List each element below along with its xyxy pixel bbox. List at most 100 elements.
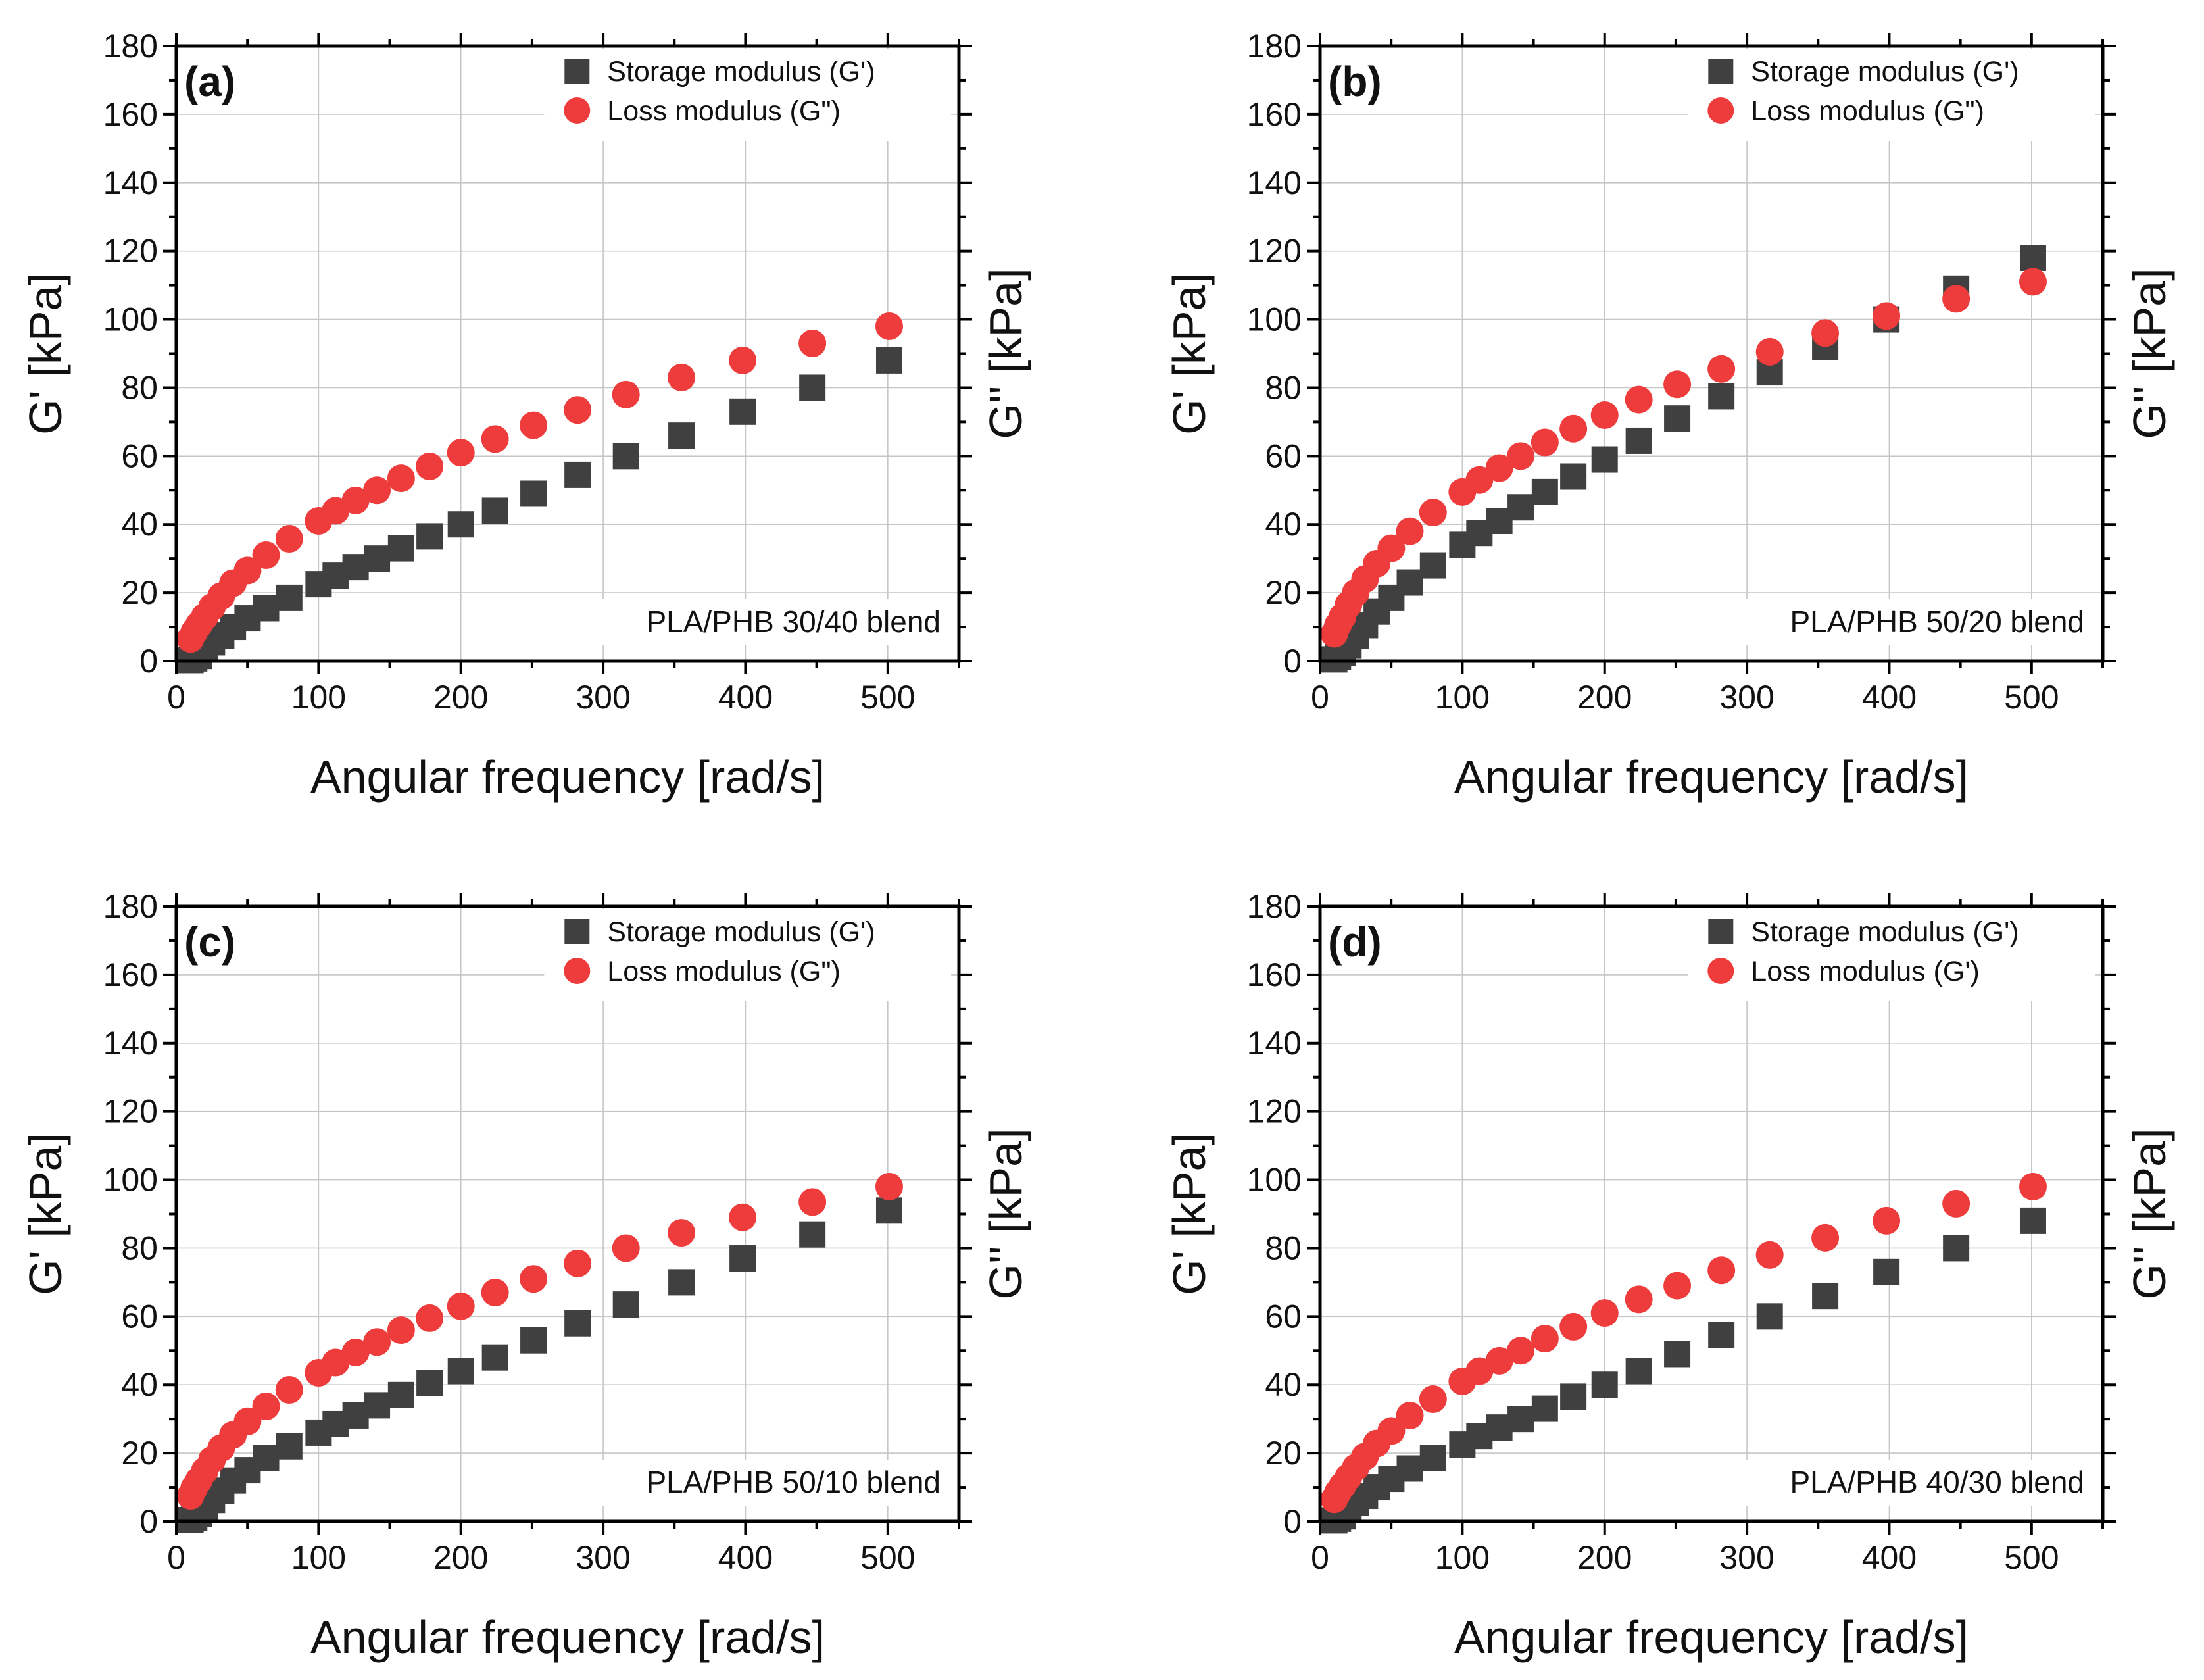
legend-square-marker: [564, 59, 590, 84]
loss-modulus-point: [1811, 1223, 1840, 1252]
y-tick-label: 80: [1265, 1229, 1302, 1266]
annotation-background: [1726, 599, 2095, 645]
x-tick-label: 100: [1435, 679, 1490, 716]
y-tick-label: 60: [1265, 437, 1302, 474]
storage-modulus-point: [1591, 1371, 1618, 1398]
y-tick-label: 0: [139, 643, 158, 679]
storage-modulus-point: [1591, 446, 1618, 473]
x-axis-title: Angular frequency [rad/s]: [1454, 1612, 1969, 1663]
x-tick-label: 0: [167, 679, 185, 716]
storage-modulus-point: [1812, 1283, 1839, 1310]
storage-modulus-point: [1531, 478, 1558, 505]
y-tick-label: 160: [1247, 956, 1302, 993]
y-tick-label: 0: [1283, 1503, 1302, 1540]
loss-modulus-point: [252, 541, 280, 569]
y-tick-label: 40: [1265, 1366, 1302, 1403]
blend-annotation: PLA/PHB 50/20 blend: [1790, 605, 2084, 639]
storage-modulus-point: [1396, 569, 1423, 596]
storage-modulus-point: [799, 1221, 826, 1248]
x-tick-label: 300: [1719, 1539, 1774, 1576]
storage-modulus-point: [447, 1358, 474, 1385]
loss-modulus-point: [387, 464, 415, 493]
y-tick-label: 140: [1247, 164, 1302, 201]
loss-modulus-point: [481, 1278, 509, 1306]
loss-modulus-point: [1531, 1325, 1559, 1353]
y-tick-label: 160: [1247, 96, 1302, 133]
y-axis-title-left: G' [kPa]: [20, 272, 71, 435]
loss-modulus-point: [363, 1328, 391, 1356]
storage-modulus-point: [276, 1433, 303, 1460]
storage-modulus-point: [1531, 1395, 1558, 1422]
loss-modulus-point: [416, 1304, 444, 1332]
y-axis-title-left: G' [kPa]: [1163, 272, 1215, 435]
loss-modulus-point: [798, 1188, 827, 1216]
x-axis-title: Angular frequency [rad/s]: [310, 1612, 825, 1663]
loss-modulus-point: [2019, 1172, 2047, 1200]
y-tick-label: 60: [121, 437, 158, 474]
legend-circle-marker: [1707, 97, 1734, 124]
chart-panel-b: PLA/PHB 50/20 blend Storage modulus (G') L…: [1163, 28, 2175, 803]
x-tick-label: 300: [575, 679, 630, 716]
storage-modulus-point: [481, 497, 508, 524]
legend-label: Storage modulus (G'): [1751, 56, 2019, 87]
storage-modulus-point: [612, 443, 639, 470]
y-tick-label: 80: [121, 369, 158, 406]
chart-panel-a: PLA/PHB 30/40 blend Storage modulus (G') L…: [20, 28, 1031, 803]
panel-label: (a): [184, 58, 235, 105]
annotation-background: [583, 599, 952, 645]
loss-modulus-point: [233, 1407, 262, 1435]
x-tick-label: 100: [291, 679, 346, 716]
y-axis-title-right: G'' [kPa]: [980, 268, 1031, 439]
loss-modulus-point: [1663, 1272, 1692, 1300]
loss-modulus-point: [341, 1338, 370, 1366]
legend-square-marker: [564, 919, 590, 944]
loss-modulus-point: [798, 329, 827, 357]
blend-annotation: PLA/PHB 30/40 blend: [646, 605, 941, 639]
loss-modulus-point: [668, 363, 696, 391]
chart-panel-d: PLA/PHB 40/30 blend Storage modulus (G') L…: [1163, 888, 2175, 1663]
legend-label: Loss modulus (G"): [1751, 95, 1984, 127]
storage-modulus-point: [1708, 1322, 1735, 1348]
legend-circle-marker: [1707, 958, 1734, 984]
storage-modulus-point: [729, 1245, 756, 1272]
loss-modulus-point: [612, 1234, 640, 1262]
y-axis-title-left: G' [kPa]: [1163, 1133, 1215, 1295]
storage-modulus-point: [1664, 1341, 1691, 1368]
storage-modulus-point: [447, 511, 474, 538]
y-tick-label: 100: [103, 1162, 158, 1198]
storage-modulus-point: [1873, 1258, 1900, 1285]
y-tick-label: 160: [103, 96, 158, 133]
loss-modulus-point: [520, 1265, 548, 1293]
legend-label: Loss modulus (G"): [607, 95, 841, 127]
legend-label: Storage modulus (G'): [607, 916, 875, 948]
storage-modulus-point: [875, 347, 902, 374]
storage-modulus-point: [729, 398, 756, 425]
loss-modulus-point: [1507, 1337, 1535, 1365]
loss-modulus-point: [1590, 1299, 1619, 1327]
loss-modulus-point: [1419, 1385, 1447, 1414]
storage-modulus-point: [387, 1381, 414, 1408]
loss-modulus-point: [729, 1203, 757, 1231]
loss-modulus-point: [1419, 499, 1447, 527]
y-tick-label: 140: [103, 164, 158, 201]
x-tick-label: 0: [1311, 679, 1329, 716]
legend-square-marker: [1708, 919, 1734, 944]
storage-modulus-point: [416, 523, 443, 550]
x-tick-label: 0: [1311, 1539, 1329, 1576]
storage-modulus-point: [253, 1445, 280, 1471]
x-tick-label: 400: [1862, 679, 1917, 716]
storage-modulus-point: [276, 584, 303, 611]
panel-label: (c): [184, 918, 235, 966]
loss-modulus-point: [1485, 454, 1513, 482]
storage-modulus-point: [1507, 1406, 1534, 1433]
x-tick-label: 500: [860, 679, 915, 716]
loss-modulus-point: [363, 476, 391, 505]
x-tick-label: 300: [575, 1539, 630, 1576]
loss-modulus-point: [1625, 385, 1653, 414]
y-tick-label: 120: [103, 233, 158, 270]
y-tick-label: 20: [1265, 574, 1302, 611]
x-tick-label: 500: [860, 1539, 915, 1576]
y-tick-label: 120: [1247, 233, 1302, 270]
storage-modulus-point: [1756, 1303, 1783, 1330]
